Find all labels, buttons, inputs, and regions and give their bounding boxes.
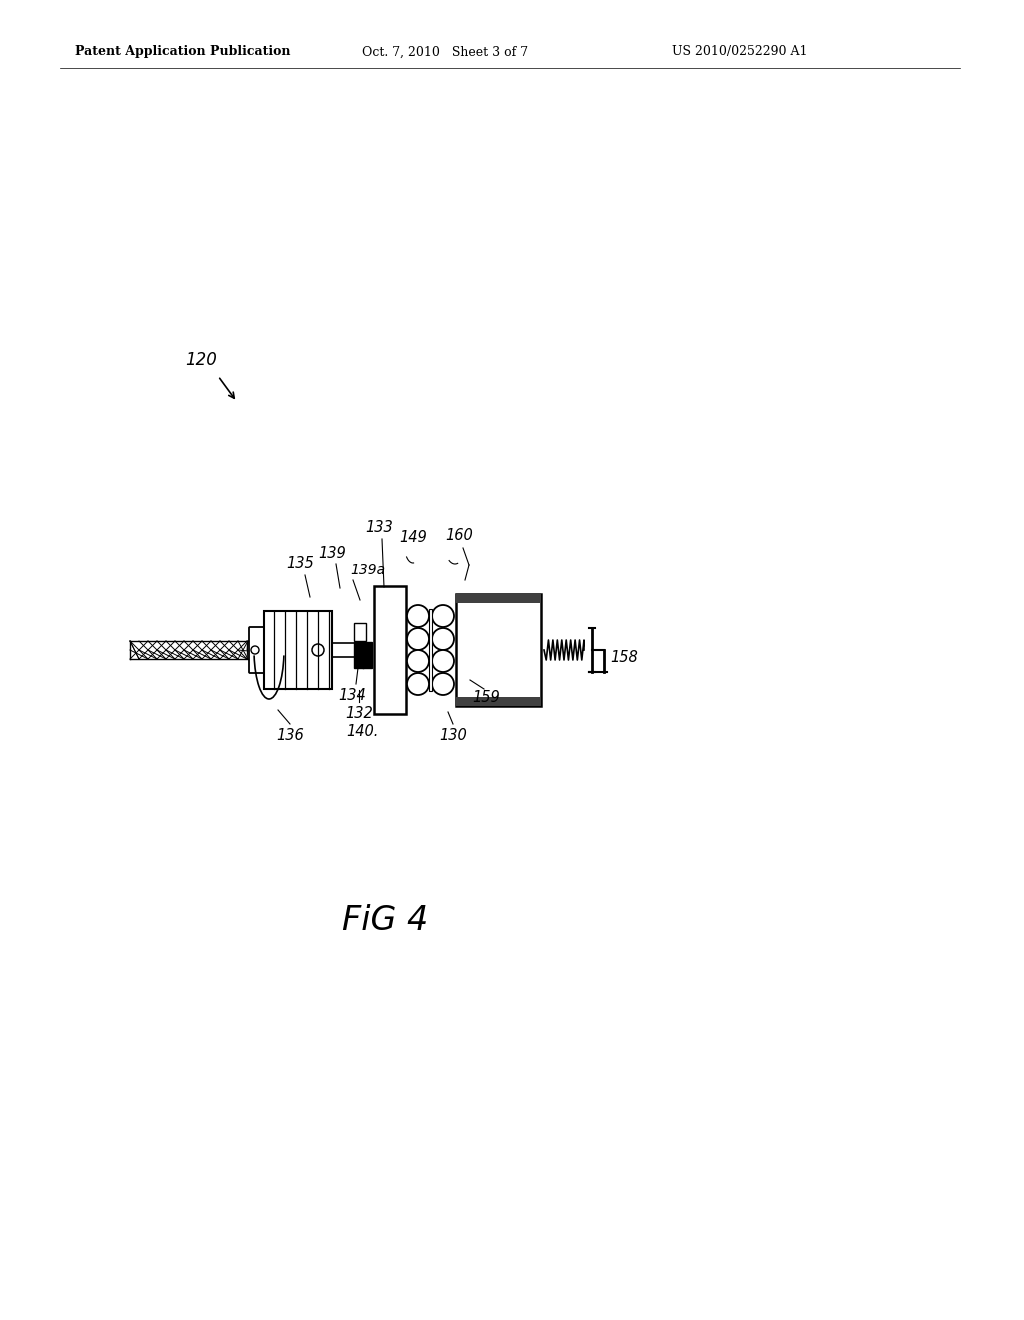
Circle shape	[407, 628, 429, 649]
Circle shape	[407, 673, 429, 696]
Text: 139a: 139a	[350, 564, 385, 577]
Text: 135: 135	[286, 557, 314, 572]
Text: 136: 136	[276, 727, 304, 742]
Bar	[456, 594, 541, 706]
Circle shape	[432, 628, 454, 649]
Bar	[130, 642, 248, 659]
Circle shape	[251, 645, 259, 653]
Text: 134: 134	[338, 688, 366, 702]
Bar	[264, 611, 332, 689]
Text: 159: 159	[472, 690, 500, 705]
Circle shape	[312, 644, 324, 656]
Text: 132: 132	[345, 705, 373, 721]
Text: 130: 130	[439, 727, 467, 742]
Circle shape	[432, 605, 454, 627]
Bar	[456, 594, 541, 603]
Text: 149: 149	[399, 531, 427, 545]
Circle shape	[407, 605, 429, 627]
Circle shape	[432, 649, 454, 672]
Text: 120: 120	[185, 351, 217, 370]
Bar	[456, 697, 541, 706]
Text: Oct. 7, 2010   Sheet 3 of 7: Oct. 7, 2010 Sheet 3 of 7	[362, 45, 528, 58]
Text: 133: 133	[366, 520, 393, 536]
Text: 140.: 140.	[346, 725, 378, 739]
Text: Patent Application Publication: Patent Application Publication	[75, 45, 291, 58]
Circle shape	[407, 649, 429, 672]
FancyBboxPatch shape	[249, 627, 265, 673]
Bar	[374, 586, 406, 714]
Bar	[429, 609, 432, 690]
Text: 139: 139	[318, 546, 346, 561]
Text: 160: 160	[445, 528, 473, 544]
Bar	[354, 623, 366, 642]
Bar	[354, 642, 372, 668]
Text: FiG 4: FiG 4	[342, 903, 428, 936]
Circle shape	[432, 673, 454, 696]
Text: US 2010/0252290 A1: US 2010/0252290 A1	[672, 45, 808, 58]
Text: 158: 158	[610, 651, 638, 665]
